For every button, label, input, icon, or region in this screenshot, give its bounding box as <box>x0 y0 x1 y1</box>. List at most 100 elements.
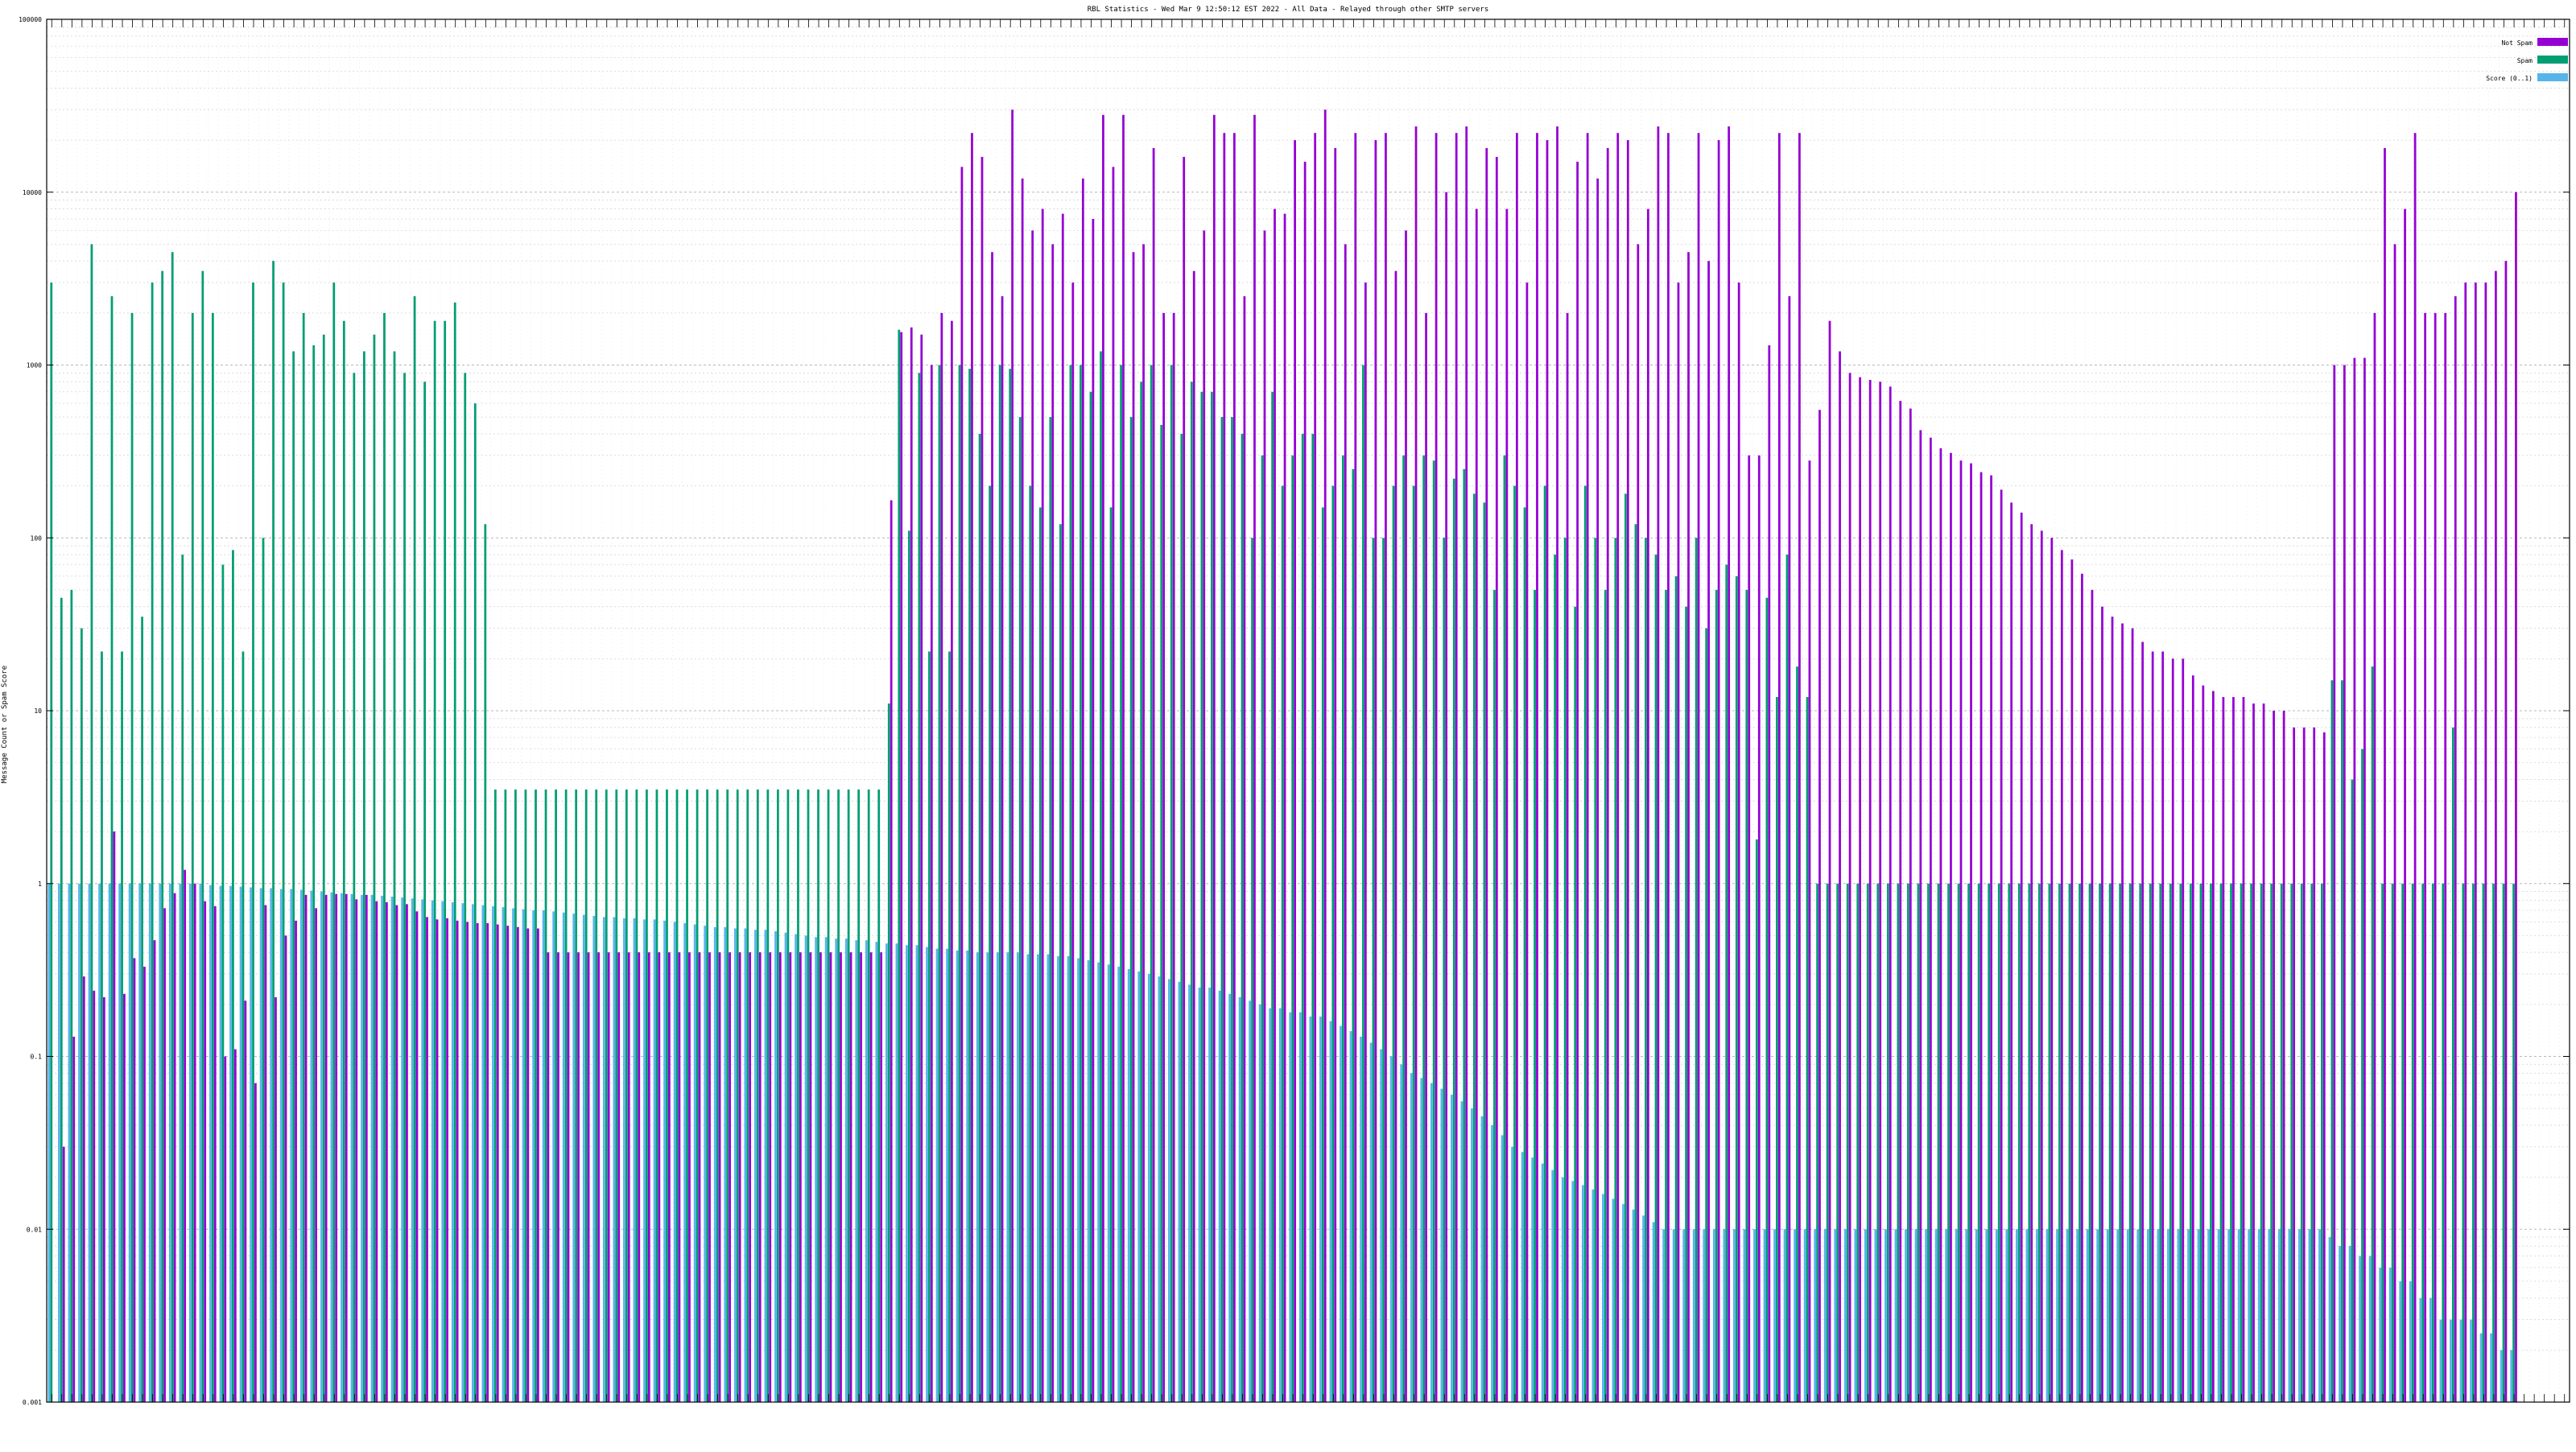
spam-bar <box>1554 555 1557 1402</box>
score-bar <box>1733 1229 1736 1402</box>
spam-bar <box>2119 883 2122 1402</box>
score-bar <box>1006 952 1009 1402</box>
y-tick-label: 10000 <box>23 189 42 196</box>
not-spam-bar <box>2293 727 2296 1402</box>
legend-swatch <box>2537 73 2568 81</box>
spam-bar <box>201 270 204 1402</box>
not-spam-bar <box>1808 460 1811 1402</box>
spam-bar <box>211 312 214 1403</box>
score-bar <box>683 922 687 1402</box>
score-bar <box>1743 1229 1746 1402</box>
not-spam-bar <box>1667 133 1670 1402</box>
not-spam-bar <box>2353 357 2356 1402</box>
spam-bar <box>373 334 376 1403</box>
not-spam-bar <box>1294 140 1296 1403</box>
score-bar <box>330 892 333 1402</box>
score-bar <box>1329 1021 1332 1402</box>
not-spam-bar <box>1879 382 1882 1403</box>
spam-bar <box>2462 883 2465 1402</box>
score-bar <box>1783 1229 1786 1402</box>
not-spam-bar <box>93 990 96 1402</box>
score-bar <box>844 938 848 1402</box>
spam-bar <box>1583 485 1587 1403</box>
score-bar <box>1178 981 1181 1402</box>
not-spam-bar <box>2010 502 2013 1402</box>
score-bar <box>1965 1229 1968 1402</box>
score-bar <box>118 883 122 1402</box>
score-bar <box>2308 1229 2311 1402</box>
not-spam-bar <box>1364 283 1367 1402</box>
spam-bar <box>302 312 305 1403</box>
spam-bar <box>1947 883 1950 1402</box>
score-bar <box>1934 1229 1938 1402</box>
spam-bar <box>1342 455 1344 1402</box>
spam-bar <box>1534 589 1536 1402</box>
not-spam-bar <box>113 831 116 1402</box>
spam-bar <box>2451 727 2454 1402</box>
spam-bar <box>1452 478 1455 1402</box>
spam-bar <box>776 789 779 1402</box>
not-spam-bar <box>1637 244 1640 1402</box>
not-spam-bar <box>1455 133 1458 1402</box>
not-spam-bar <box>960 167 964 1402</box>
not-spam-bar <box>940 312 943 1403</box>
not-spam-bar <box>2302 727 2306 1402</box>
spam-bar <box>1836 883 1839 1402</box>
score-bar <box>885 943 888 1402</box>
y-tick-labels: 0.001 0.01 0.1 1 10 100 1000 10000 100000 <box>19 16 42 1406</box>
not-spam-bar <box>920 334 923 1403</box>
score-bar <box>1672 1229 1675 1402</box>
score-bar <box>1107 964 1110 1402</box>
score-bar <box>1198 988 1201 1402</box>
not-spam-bar <box>557 952 559 1402</box>
not-spam-bar <box>184 869 187 1402</box>
score-bar <box>512 908 514 1402</box>
spam-bar <box>958 365 961 1402</box>
score-bar <box>2217 1229 2220 1402</box>
not-spam-bar <box>951 320 953 1403</box>
score-bar <box>713 926 716 1402</box>
not-spam-bar <box>567 952 570 1402</box>
score-bar <box>168 883 171 1402</box>
score-bar <box>2339 1246 2341 1402</box>
not-spam-bar <box>2131 628 2134 1402</box>
score-bar <box>2479 1333 2483 1402</box>
score-bar <box>1430 1083 1433 1402</box>
not-spam-bar <box>2171 658 2174 1402</box>
score-bar <box>1420 1078 1423 1402</box>
score-bar <box>2388 1267 2392 1402</box>
not-spam-bar <box>375 901 378 1402</box>
score-bar <box>1945 1229 1948 1402</box>
spam-bar <box>1755 839 1758 1402</box>
score-bar <box>209 885 212 1402</box>
score-bar <box>976 952 979 1402</box>
not-spam-bar <box>2373 312 2376 1403</box>
spam-bar <box>1432 460 1435 1402</box>
not-spam-bar <box>1798 133 1801 1402</box>
score-bar <box>946 948 948 1402</box>
not-spam-bar <box>496 924 499 1402</box>
not-spam-bar <box>597 952 600 1402</box>
not-spam-bar <box>1626 140 1629 1403</box>
spam-bar <box>1866 883 1869 1402</box>
not-spam-bar <box>910 327 913 1403</box>
spam-bar <box>342 320 345 1403</box>
score-bar <box>441 901 444 1402</box>
not-spam-bar <box>1505 208 1509 1403</box>
score-bar <box>502 907 505 1402</box>
spam-bar <box>1140 382 1143 1403</box>
score-bar <box>1541 1163 1544 1402</box>
score-bar <box>2490 1333 2492 1402</box>
score-bar <box>88 883 91 1402</box>
score-bar <box>78 883 80 1402</box>
score-bar <box>1228 993 1231 1402</box>
spam-bar <box>1200 391 1203 1403</box>
spam-bar <box>1695 538 1698 1402</box>
score-bar <box>2439 1319 2442 1402</box>
not-spam-bar <box>1848 373 1852 1402</box>
score-bar <box>1158 976 1161 1402</box>
score-bar <box>2227 1229 2231 1402</box>
score-bar <box>2470 1319 2472 1402</box>
score-bar <box>1712 1229 1715 1402</box>
not-spam-bar <box>1465 126 1468 1403</box>
